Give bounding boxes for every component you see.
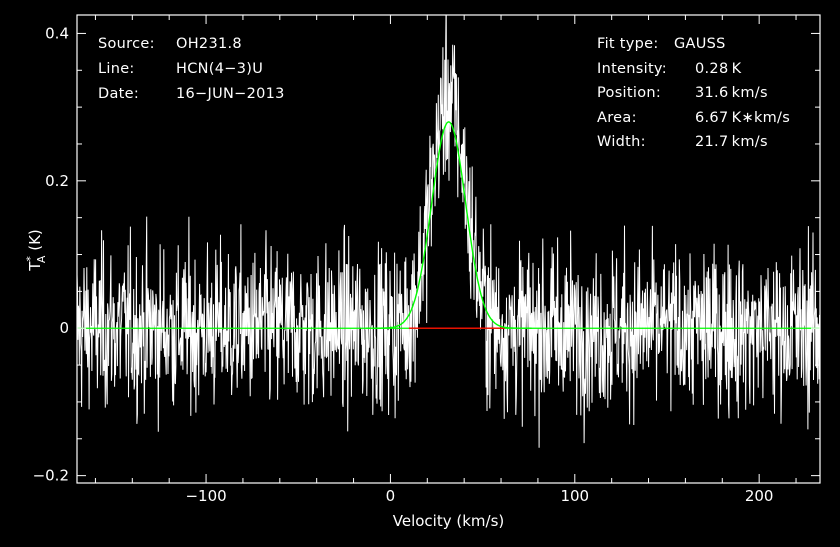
fit-type-label: Fit type: xyxy=(597,36,659,52)
source-label: Source: xyxy=(98,36,155,52)
gaussian-fit-curve xyxy=(365,121,532,329)
x-tick-label: 100 xyxy=(560,487,589,505)
position-value: 31.6 km/s xyxy=(695,85,768,101)
y-axis-label: T*A (K) xyxy=(24,229,48,272)
x-tick-label: −100 xyxy=(185,487,226,505)
position-label: Position: xyxy=(597,85,662,101)
source-value: OH231.8 xyxy=(176,36,242,52)
intensity-value: 0.28 K xyxy=(695,60,742,77)
width-value: 21.7 km/s xyxy=(695,134,768,150)
y-tick-label: 0 xyxy=(59,319,69,337)
line-value: HCN(4−3)U xyxy=(176,61,264,77)
x-tick-label: 0 xyxy=(386,487,396,505)
area-label: Area: xyxy=(597,109,637,126)
spectrum-series xyxy=(77,15,820,448)
y-tick-label: −0.2 xyxy=(33,467,69,485)
intensity-label: Intensity: xyxy=(597,60,667,77)
date-label: Date: xyxy=(98,86,140,102)
line-label: Line: xyxy=(98,61,135,77)
x-tick-label: 200 xyxy=(745,487,774,505)
area-value: 6.67 K∗km/s xyxy=(695,109,791,126)
y-tick-label: 0.4 xyxy=(45,24,69,42)
date-value: 16−JUN−2013 xyxy=(176,86,285,102)
plot-frame xyxy=(76,14,821,484)
y-tick-label: 0.2 xyxy=(45,172,69,190)
width-label: Width: xyxy=(597,134,646,150)
fit-type-value: GAUSS xyxy=(674,36,726,52)
x-axis-label: Velocity (km/s) xyxy=(393,512,504,530)
